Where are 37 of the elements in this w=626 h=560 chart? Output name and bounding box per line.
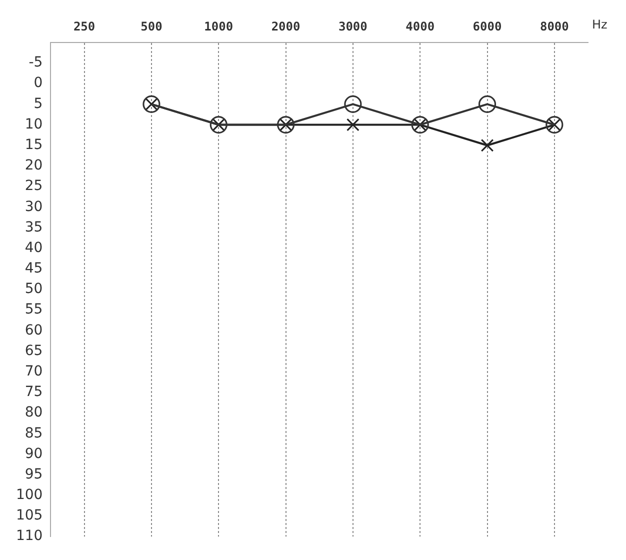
- x-tick-label: 6000: [472, 19, 502, 34]
- y-tick-label: 70: [24, 364, 43, 380]
- y-tick-label: 55: [24, 302, 43, 318]
- point: [480, 138, 494, 152]
- y-tick-label: 50: [24, 281, 43, 298]
- point: [344, 95, 362, 113]
- x-tick-label: 8000: [540, 19, 569, 34]
- y-tick-label: 85: [24, 425, 43, 442]
- y-tick-label: 45: [24, 260, 43, 277]
- y-tick-label: 65: [24, 342, 43, 359]
- y-tick-label: 90: [24, 446, 43, 462]
- point: [346, 118, 360, 132]
- y-tick-label: 80: [24, 404, 43, 421]
- y-tick-label: 35: [24, 219, 43, 236]
- y-tick-label: 0: [34, 75, 43, 92]
- x-tick-label: 3000: [338, 19, 368, 34]
- y-tick-label: 25: [24, 178, 43, 194]
- y-tick-label: 110: [16, 528, 43, 544]
- y-tick-label: 60: [24, 322, 43, 338]
- y-tick-label: 95: [24, 466, 43, 482]
- y-tick-label: 105: [16, 508, 43, 524]
- x-tick-label: 4000: [406, 19, 435, 34]
- x-tick-label: 250: [73, 19, 96, 34]
- y-tick-label: 100: [16, 487, 43, 504]
- x-axis-title: Hz: [592, 17, 608, 32]
- point: [478, 95, 496, 113]
- y-tick-label: 20: [24, 158, 43, 174]
- y-tick-label: -5: [28, 54, 43, 71]
- y-tick-label: 40: [24, 240, 43, 256]
- x-tick-label: 2000: [271, 19, 300, 34]
- x-tick-label: 1000: [204, 19, 234, 34]
- x-tick-label: 500: [140, 19, 162, 34]
- y-tick-label: 15: [24, 137, 43, 153]
- y-tick-label: 30: [24, 198, 43, 215]
- y-tick-label: 5: [34, 96, 43, 112]
- y-tick-label: 10: [24, 116, 43, 132]
- y-tick-label: 75: [24, 384, 43, 400]
